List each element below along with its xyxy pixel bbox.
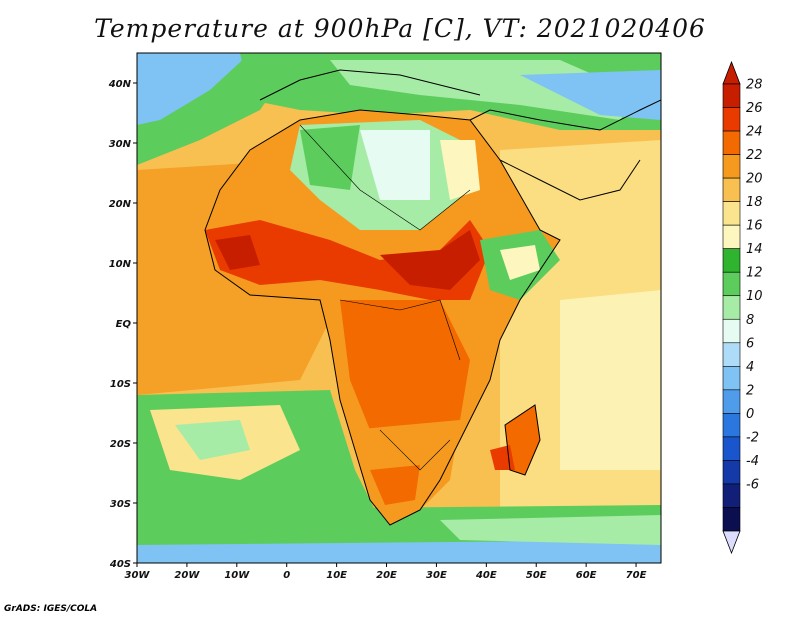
lon-tick-label: 70E — [626, 570, 647, 581]
colorbar-bin — [722, 154, 741, 179]
lon-tick-label: 10E — [326, 570, 347, 581]
colorbar-bin — [722, 342, 741, 367]
colorbar-bin — [722, 436, 741, 461]
lat-tick-label: 10N — [109, 259, 132, 270]
colorbar-bin — [722, 224, 741, 249]
colorbar-label: 6 — [746, 336, 754, 351]
colorbar-bin — [722, 130, 741, 155]
lon-tick-label: 20W — [174, 570, 200, 581]
colorbar-bin — [722, 460, 741, 485]
lat-tick-label: 40S — [109, 559, 131, 570]
lat-tick-label: 30N — [109, 139, 132, 150]
map-frame — [136, 52, 662, 564]
colorbar-label: 8 — [746, 313, 754, 328]
lat-tick-label: 40N — [108, 79, 132, 90]
colorbar-bin — [722, 295, 741, 320]
map-title: Temperature at 900hPa [C], VT: 202102040… — [94, 14, 706, 43]
lat-tick-label: EQ — [116, 319, 132, 330]
colorbar-label: -4 — [746, 454, 759, 469]
colorbar-bin — [722, 107, 741, 132]
colorbar-label: 22 — [746, 148, 763, 163]
colorbar-label: 20 — [746, 172, 763, 187]
colorbar-bin — [722, 83, 741, 108]
colorbar-min-arrow — [722, 530, 741, 555]
colorbar-label: 0 — [746, 407, 754, 422]
colorbar-label: -6 — [746, 477, 759, 492]
coastlines — [204, 69, 661, 526]
colorbar-label: 2 — [746, 383, 754, 398]
colorbar-bin — [722, 201, 741, 226]
colorbar-label: 16 — [746, 219, 763, 234]
lon-tick-label: 60E — [576, 570, 597, 581]
colorbar-label: 4 — [746, 360, 754, 375]
colorbar-bin — [722, 483, 741, 508]
temperature-field — [137, 53, 661, 563]
colorbar-bin — [722, 389, 741, 414]
colorbar-label: 12 — [746, 266, 763, 281]
longitude-axis: 30W 20W 10W 0 10E 20E 30E 40E 50E 60E 70E — [125, 563, 647, 581]
lon-tick-label: 40E — [475, 570, 497, 581]
latitude-axis: 40N 30N 20N 10N EQ 10S 20S 30S 40S — [108, 79, 137, 570]
colorbar-bin — [722, 413, 741, 438]
colorbar-bin — [722, 177, 741, 202]
colorbar-label: 14 — [746, 242, 763, 257]
grads-credit: GrADS: IGES/COLA — [4, 604, 98, 614]
colorbar-label: 18 — [746, 195, 763, 210]
colorbar-label: -2 — [746, 430, 759, 445]
lon-tick-label: 0 — [283, 570, 290, 581]
colorbar-bin — [722, 318, 741, 344]
lon-tick-label: 30W — [125, 570, 151, 581]
colorbar-bin — [722, 271, 741, 297]
lon-tick-label: 20E — [376, 570, 397, 581]
lon-tick-label: 30E — [426, 570, 447, 581]
lat-tick-label: 10S — [110, 379, 131, 390]
lat-tick-label: 20N — [109, 199, 132, 210]
colorbar-label: 10 — [746, 289, 763, 304]
colorbar-bin — [722, 507, 741, 532]
colorbar-bin — [722, 366, 741, 391]
colorbar-label: 24 — [746, 125, 763, 140]
colorbar-label: 28 — [746, 78, 763, 93]
lat-tick-label: 20S — [110, 439, 131, 450]
lon-tick-label: 50E — [526, 570, 547, 581]
colorbar-label: 26 — [746, 101, 763, 116]
colorbar-max-arrow — [722, 60, 741, 85]
lon-tick-label: 10W — [224, 570, 250, 581]
colorbar-bin — [722, 248, 741, 273]
lat-tick-label: 30S — [110, 499, 131, 510]
